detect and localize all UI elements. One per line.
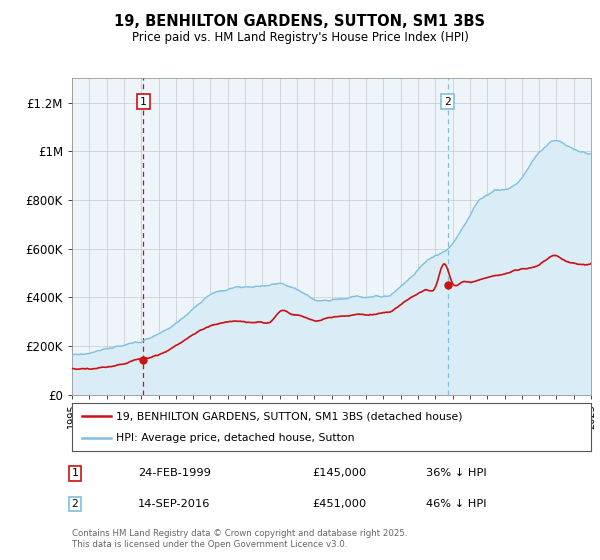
Text: HPI: Average price, detached house, Sutton: HPI: Average price, detached house, Sutt…: [116, 433, 355, 443]
Text: 36% ↓ HPI: 36% ↓ HPI: [426, 468, 487, 478]
Text: £145,000: £145,000: [312, 468, 366, 478]
Text: 1: 1: [140, 96, 147, 106]
Text: 46% ↓ HPI: 46% ↓ HPI: [426, 499, 487, 509]
Text: 1: 1: [71, 468, 79, 478]
Text: 2: 2: [71, 499, 79, 509]
Text: Price paid vs. HM Land Registry's House Price Index (HPI): Price paid vs. HM Land Registry's House …: [131, 31, 469, 44]
Text: 19, BENHILTON GARDENS, SUTTON, SM1 3BS (detached house): 19, BENHILTON GARDENS, SUTTON, SM1 3BS (…: [116, 411, 463, 421]
Text: 19, BENHILTON GARDENS, SUTTON, SM1 3BS: 19, BENHILTON GARDENS, SUTTON, SM1 3BS: [115, 14, 485, 29]
Text: 2: 2: [444, 96, 451, 106]
Text: £451,000: £451,000: [312, 499, 366, 509]
Text: 14-SEP-2016: 14-SEP-2016: [138, 499, 211, 509]
Text: 24-FEB-1999: 24-FEB-1999: [138, 468, 211, 478]
Text: Contains HM Land Registry data © Crown copyright and database right 2025.
This d: Contains HM Land Registry data © Crown c…: [72, 529, 407, 549]
